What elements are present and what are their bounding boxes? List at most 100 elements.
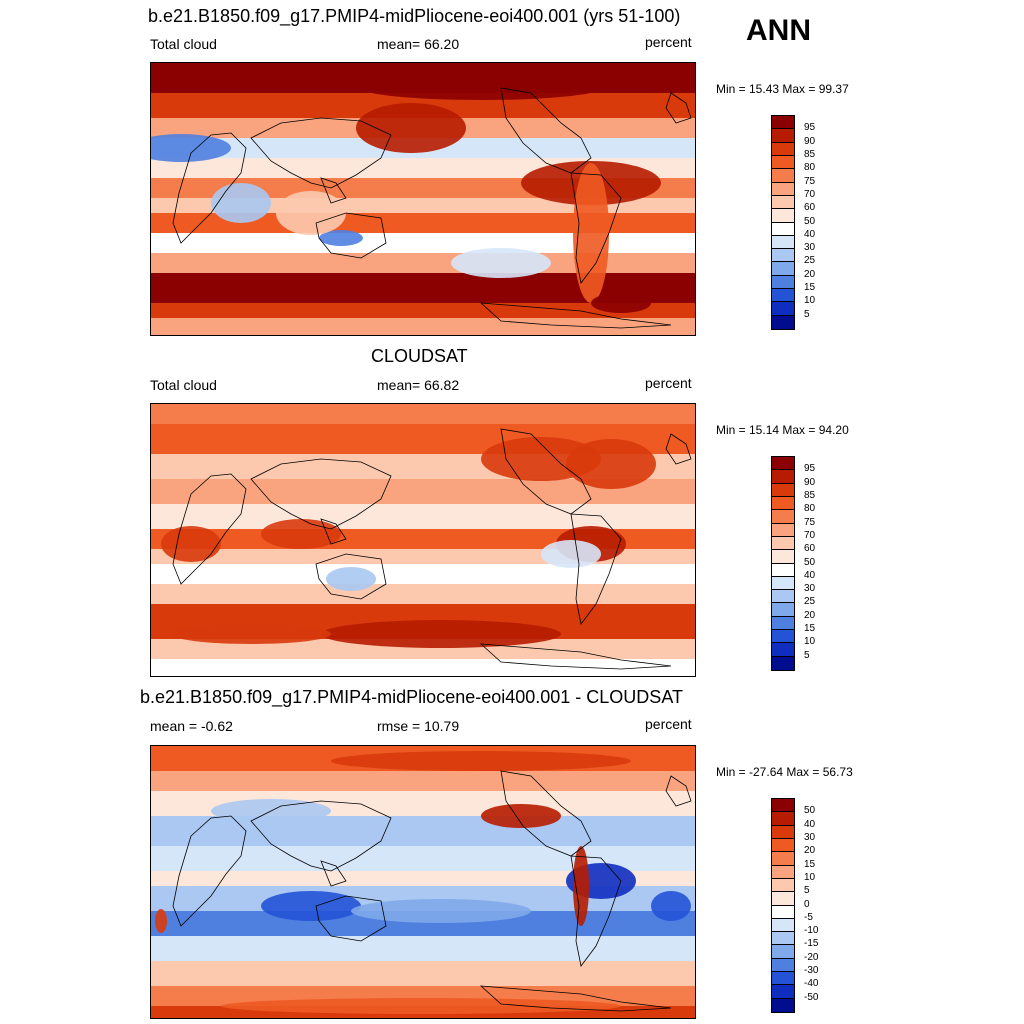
- panel3-units-label: percent: [645, 716, 692, 732]
- colorbar-tick-label: 85: [804, 489, 816, 501]
- latitude-band: [151, 936, 695, 961]
- colorbar-swatch: [772, 302, 794, 316]
- coastline: [665, 433, 692, 465]
- colorbar-tick-label: 15: [804, 282, 816, 294]
- latitude-band: [151, 404, 695, 424]
- colorbar-swatch: [772, 932, 794, 946]
- colorbar-tick-label: 10: [804, 295, 816, 307]
- colorbar-tick-label: 80: [804, 162, 816, 174]
- coastline: [250, 800, 392, 872]
- colorbar-tick-label: 90: [804, 135, 816, 147]
- colorbar-swatch: [772, 878, 794, 893]
- panel1-variable-label: Total cloud: [150, 36, 217, 52]
- colorbar-tick-label: 70: [804, 188, 816, 200]
- panel1-title: b.e21.B1850.f09_g17.PMIP4-midPliocene-eo…: [148, 6, 681, 26]
- colorbar-swatch: [772, 222, 794, 236]
- colorbar-swatch: [772, 972, 794, 986]
- field-feature: [451, 248, 551, 278]
- colorbar-tick-label: -5: [804, 911, 813, 923]
- colorbar-swatch: [772, 536, 794, 551]
- colorbar-swatch: [772, 262, 794, 276]
- colorbar-tick-label: 40: [804, 818, 816, 830]
- field-feature: [651, 891, 691, 921]
- colorbar-swatch: [772, 235, 794, 250]
- panel2-minmax: Min = 15.14 Max = 94.20: [716, 423, 849, 437]
- colorbar-tick-label: 20: [804, 845, 816, 857]
- panel2-map: [150, 403, 696, 677]
- coastline: [315, 553, 387, 600]
- colorbar-swatch: [772, 523, 794, 537]
- field-feature: [211, 183, 271, 223]
- panel1-map: [150, 62, 696, 336]
- coastline: [315, 895, 387, 942]
- latitude-band: [151, 961, 695, 986]
- panel1-units-label: percent: [645, 34, 692, 50]
- field-feature: [361, 76, 601, 100]
- field-feature: [481, 804, 561, 828]
- colorbar-swatch: [772, 838, 794, 853]
- colorbar-swatch: [772, 643, 794, 657]
- colorbar-tick-label: 50: [804, 805, 816, 817]
- latitude-band: [151, 871, 695, 886]
- panel1-mean-label: mean= 66.20: [377, 36, 460, 52]
- coastline: [500, 770, 592, 857]
- coastline: [665, 92, 692, 124]
- colorbar-tick-label: -30: [804, 965, 819, 977]
- map-field: [151, 746, 695, 1018]
- coastline: [315, 212, 387, 259]
- colorbar-tick-label: 10: [804, 636, 816, 648]
- field-feature: [155, 909, 167, 933]
- panel2-title: CLOUDSAT: [371, 346, 468, 366]
- colorbar-swatch: [772, 169, 794, 183]
- panel2-mean-label: mean= 66.82: [377, 377, 460, 393]
- coastline: [250, 458, 392, 530]
- colorbar-swatch: [772, 905, 794, 919]
- colorbar-swatch: [772, 616, 794, 631]
- colorbar-swatch: [772, 457, 794, 471]
- panel3-mean-label: mean = -0.62: [150, 718, 233, 734]
- coastline: [570, 513, 622, 625]
- coastline: [320, 177, 347, 204]
- field-feature: [276, 191, 346, 235]
- colorbar-tick-label: 85: [804, 148, 816, 160]
- colorbar-swatch: [772, 563, 794, 577]
- field-feature: [151, 134, 231, 162]
- colorbar-swatch: [772, 945, 794, 959]
- colorbar-tick-label: 40: [804, 569, 816, 581]
- colorbar-tick-label: 70: [804, 529, 816, 541]
- colorbar-tick-label: -10: [804, 925, 819, 937]
- map-field: [151, 404, 695, 676]
- colorbar-tick-label: 5: [804, 649, 810, 661]
- coastline: [320, 518, 347, 545]
- latitude-band: [151, 318, 695, 335]
- coastline: [172, 132, 247, 244]
- colorbar-swatch: [772, 483, 794, 497]
- coastline: [665, 775, 692, 807]
- panel1-colorbar: [771, 115, 795, 330]
- colorbar-tick-label: 60: [804, 543, 816, 555]
- field-feature: [261, 891, 361, 921]
- field-feature: [261, 519, 341, 549]
- colorbar-tick-label: 5: [804, 308, 810, 320]
- colorbar-swatch: [772, 249, 794, 263]
- latitude-band: [151, 564, 695, 584]
- colorbar-tick-label: 30: [804, 242, 816, 254]
- latitude-band: [151, 303, 695, 318]
- panel2-colorbar: [771, 456, 795, 671]
- field-feature: [541, 540, 601, 568]
- colorbar-swatch: [772, 825, 794, 839]
- colorbar-tick-label: 0: [804, 898, 810, 910]
- coastline: [479, 985, 672, 1012]
- colorbar-swatch: [772, 510, 794, 524]
- colorbar-tick-label: 95: [804, 463, 816, 475]
- no-data-region: [151, 662, 695, 676]
- field-feature: [161, 526, 221, 562]
- colorbar-swatch: [772, 142, 794, 156]
- coastline: [570, 172, 622, 284]
- colorbar-swatch: [772, 799, 794, 813]
- colorbar-swatch: [772, 958, 794, 973]
- colorbar-tick-label: 30: [804, 583, 816, 595]
- colorbar-tick-label: 15: [804, 623, 816, 635]
- field-feature: [331, 751, 631, 771]
- colorbar-tick-label: 50: [804, 215, 816, 227]
